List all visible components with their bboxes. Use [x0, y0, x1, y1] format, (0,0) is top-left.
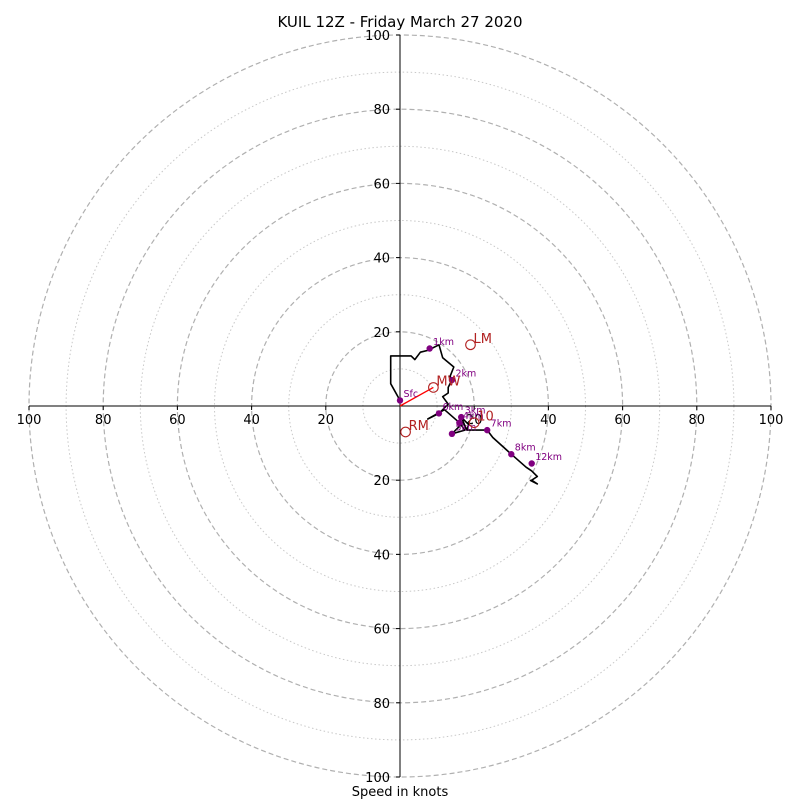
- storm-motion-marker-rm: [400, 426, 411, 438]
- height-marker-5km: [448, 430, 456, 438]
- x-tick-label: 40: [243, 413, 260, 428]
- height-marker-label: 6km: [442, 402, 463, 413]
- storm-motion-label: RM: [409, 419, 429, 434]
- height-marker-4km: [456, 419, 463, 426]
- y-tick-label: 100: [365, 29, 390, 44]
- height-marker-label: 4km: [463, 411, 484, 422]
- height-marker-3km: [458, 413, 465, 421]
- x-tick-label: 20: [318, 413, 335, 428]
- y-tick-label: 40: [373, 252, 390, 267]
- storm-motion-marker-lm: [465, 339, 476, 351]
- x-tick-label: 100: [17, 413, 42, 428]
- storm-motion-label: 10: [477, 410, 494, 425]
- storm-motion-marker-10: [468, 417, 480, 429]
- y-tick-label: 20: [373, 326, 390, 341]
- x-tick-label: 60: [614, 413, 631, 428]
- y-tick-label: 60: [373, 623, 390, 638]
- x-tick-label: 100: [759, 413, 784, 428]
- storm-motion-label: LM: [473, 332, 491, 347]
- height-marker-8km: [508, 451, 515, 458]
- height-marker-label: Sfc: [404, 389, 419, 400]
- height-marker-sfc: [396, 397, 404, 404]
- x-tick-label: 80: [689, 413, 706, 428]
- height-marker-2km: [448, 376, 456, 384]
- storm-motion-label: MW: [436, 374, 460, 389]
- height-marker-label: 2km: [455, 369, 476, 380]
- y-tick-label: 80: [373, 103, 390, 118]
- y-tick-label: 100: [365, 771, 390, 786]
- y-tick-label: 20: [373, 474, 390, 489]
- height-marker-label: 1km: [433, 337, 454, 348]
- tick-labels: 100 80 60 40 20 20 40 60 80 100100806040202040608…: [17, 29, 784, 786]
- x-tick-label: 40: [540, 413, 557, 428]
- height-marker-label: 5km: [455, 422, 476, 433]
- height-marker-label: 12km: [535, 452, 562, 463]
- x-tick-label: 80: [95, 413, 112, 428]
- y-tick-label: 40: [373, 548, 390, 563]
- height-marker-12km: [528, 460, 535, 467]
- x-axis-label: Speed in knots: [352, 785, 449, 800]
- height-marker-label: 7km: [491, 419, 512, 430]
- height-marker-6km: [435, 410, 443, 417]
- storm-motion-markers: LM MW RM 10: [400, 332, 494, 438]
- height-marker-7km: [483, 426, 491, 434]
- chart-title: KUIL 12Z - Friday March 27 2020: [277, 13, 522, 31]
- y-tick-label: 80: [373, 697, 390, 712]
- height-marker-label: 3km: [465, 406, 486, 417]
- height-marker-label: 8km: [515, 443, 536, 454]
- storm-motion-marker-mw: [428, 382, 439, 393]
- mean-wind-arrow: [399, 386, 434, 407]
- height-marker-1km: [426, 345, 433, 352]
- y-tick-label: 60: [373, 177, 390, 192]
- x-tick-label: 60: [169, 413, 186, 428]
